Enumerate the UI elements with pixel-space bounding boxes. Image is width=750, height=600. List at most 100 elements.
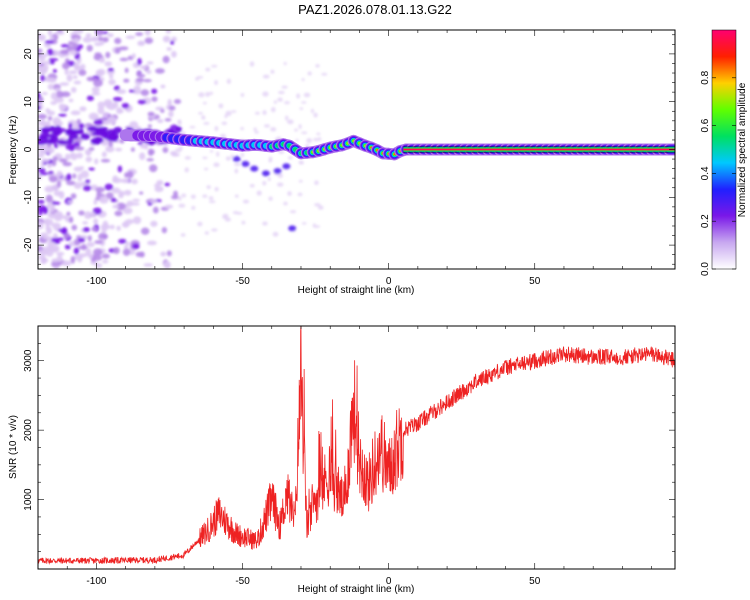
snr-series-line (38, 326, 675, 565)
y-tick-label: 20 (23, 48, 34, 60)
noise-blob (39, 144, 49, 153)
noise-blob (283, 101, 291, 105)
noise-blob (125, 241, 130, 246)
noise-blob (282, 163, 291, 170)
noise-blob (50, 92, 58, 100)
noise-blob (112, 204, 120, 209)
noise-blob (111, 197, 117, 203)
noise-blob (262, 180, 267, 186)
noise-blob (249, 184, 255, 188)
noise-blob (321, 72, 328, 76)
noise-blob (97, 101, 105, 109)
noise-blob (147, 202, 153, 206)
colorbar: 0.0 0.2 0.4 0.6 0.8 Normalized spectral ampl… (700, 29, 748, 276)
noise-blob (150, 220, 158, 227)
noise-blob (87, 235, 92, 242)
colorbar-tick-label: 0.0 (700, 262, 711, 276)
noise-blob (226, 78, 231, 84)
noise-blob (49, 125, 57, 133)
noise-blob (85, 122, 93, 127)
noise-blob (56, 139, 69, 145)
noise-blob (314, 180, 319, 186)
noise-blob (105, 192, 114, 200)
noise-blob (140, 89, 150, 96)
noise-blob (310, 108, 314, 114)
noise-blob (95, 186, 106, 193)
noise-blob (270, 127, 277, 132)
noise-blob (99, 195, 109, 204)
noise-blob (82, 185, 92, 192)
noise-blob (147, 124, 152, 128)
noise-blob (73, 62, 79, 70)
noise-blob (103, 101, 113, 106)
noise-blob (114, 210, 123, 217)
x-tick-label: -100 (86, 276, 106, 287)
noise-blob (60, 91, 71, 98)
noise-blob (232, 211, 239, 215)
noise-blob (262, 110, 267, 115)
noise-blob (122, 207, 133, 215)
x-tick-label: -100 (86, 576, 106, 587)
noise-blob (114, 37, 122, 45)
noise-blob (112, 96, 123, 102)
colorbar-ticks: 0.0 0.2 0.4 0.6 0.8 (700, 70, 736, 276)
noise-blob (69, 50, 78, 56)
noise-blob (42, 235, 51, 240)
colorbar-tick-label: 0.4 (700, 166, 711, 180)
y-tick-label: 10 (23, 96, 34, 108)
noise-blob (101, 151, 107, 158)
spectrogram-plot-area (38, 30, 675, 269)
noise-blob (93, 218, 99, 225)
noise-blob (78, 210, 85, 216)
colorbar-tick-label: 0.6 (700, 118, 711, 132)
noise-blob (58, 113, 67, 117)
x-tick-label: 50 (529, 276, 541, 287)
noise-blob (189, 125, 196, 129)
colorbar-tick-label: 0.2 (700, 214, 711, 228)
noise-blob (88, 147, 95, 151)
noise-blob (147, 111, 155, 117)
y-tick-label: -20 (23, 237, 34, 252)
noise-blob (191, 205, 196, 210)
noise-blob (78, 69, 87, 76)
noise-blob (144, 37, 154, 44)
noise-blob (108, 140, 114, 148)
noise-blob (202, 156, 208, 160)
noise-blob (184, 156, 191, 160)
noise-blob (205, 91, 211, 97)
noise-blob (285, 115, 289, 121)
noise-blob (295, 138, 299, 142)
noise-blob (44, 77, 54, 83)
noise-blob (101, 253, 110, 259)
noise-blob (160, 251, 167, 257)
noise-blob (133, 85, 141, 94)
noise-blob (73, 182, 82, 190)
colorbar-label: Normalized spectral amplitude (737, 82, 748, 217)
noise-blob (88, 253, 94, 259)
noise-blob (317, 205, 324, 210)
colorbar-tick-label: 0.8 (700, 70, 711, 84)
noise-blob (206, 185, 211, 189)
noise-blob (203, 122, 210, 125)
noise-blob (91, 86, 100, 93)
x-tick-label: 0 (386, 276, 392, 287)
noise-blob (144, 30, 151, 36)
noise-blob (53, 120, 64, 127)
noise-blob (48, 175, 58, 183)
y-tick-label: 1000 (23, 488, 34, 511)
noise-blob (241, 160, 250, 167)
noise-blob (157, 118, 164, 124)
noise-blob (38, 34, 46, 42)
noise-blob (43, 218, 54, 226)
noise-blob (288, 156, 293, 160)
noise-blob (234, 168, 239, 174)
noise-blob (126, 200, 134, 207)
noise-blob (198, 92, 205, 98)
noise-blob (277, 90, 285, 95)
noise-blob (115, 147, 123, 152)
noise-blob (261, 170, 270, 177)
noise-blob (76, 152, 83, 159)
noise-blob (210, 64, 218, 68)
noise-blob (124, 67, 129, 74)
